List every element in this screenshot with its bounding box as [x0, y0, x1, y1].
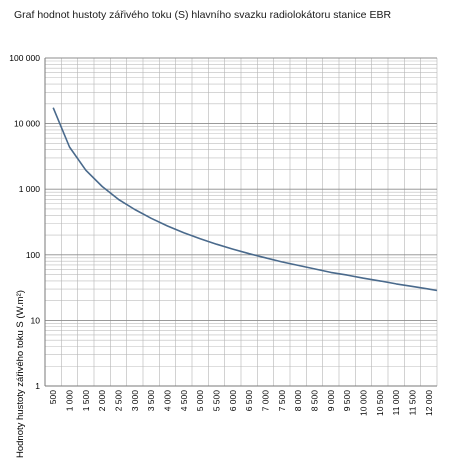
x-tick-label: 7 500: [277, 390, 287, 412]
x-tick-label: 5 500: [212, 390, 222, 412]
x-tick-label: 8 500: [310, 390, 320, 412]
chart-title: Graf hodnot hustoty zářivého toku (S) hl…: [14, 9, 392, 21]
y-tick-label: 100: [26, 250, 40, 260]
y-tick-label: 10: [31, 315, 41, 325]
x-tick-label: 3 000: [130, 390, 140, 412]
x-tick-label: 1 000: [65, 390, 75, 412]
x-tick-label: 1 500: [81, 390, 91, 412]
y-tick-label: 1: [35, 381, 40, 391]
y-axis-title: Hodnoty hustoty zářivého toku S (W.m²): [15, 290, 26, 458]
x-tick-label: 4 500: [179, 390, 189, 412]
x-tick-label: 11 500: [408, 390, 418, 416]
x-tick-label: 5 000: [195, 390, 205, 412]
x-tick-label: 500: [48, 390, 58, 404]
series-group: [52, 107, 438, 292]
y-tick-labels: 100 000 10 000 1 000 100 10 1: [9, 53, 40, 391]
y-tick-label: 100 000: [9, 53, 40, 63]
x-tick-label: 2 000: [97, 390, 107, 412]
x-tick-label: 10 000: [359, 390, 369, 416]
x-tick-label: 7 000: [261, 390, 271, 412]
x-tick-label: 6 500: [244, 390, 254, 412]
minor-gridlines: [44, 58, 438, 386]
x-tick-label: 9 500: [342, 390, 352, 412]
x-tick-label: 3 500: [146, 390, 156, 412]
x-tick-label: 2 500: [114, 390, 124, 412]
series-line: [52, 107, 438, 292]
x-tick-label: 9 000: [326, 390, 336, 412]
x-tick-label: 12 000: [424, 390, 434, 416]
y-tick-label: 10 000: [14, 119, 40, 129]
x-tick-label: 6 000: [228, 390, 238, 412]
x-tick-label: 4 000: [163, 390, 173, 412]
y-tick-label: 1 000: [19, 184, 41, 194]
x-tick-label: 8 000: [293, 390, 303, 412]
axes: [44, 58, 437, 387]
x-tick-labels: 500 1 000 1 500 2 000 2 500 3 000 3 500 4 000 4 …: [48, 390, 434, 416]
x-tick-label: 11 000: [391, 390, 401, 416]
x-tick-label: 10 500: [375, 390, 385, 416]
